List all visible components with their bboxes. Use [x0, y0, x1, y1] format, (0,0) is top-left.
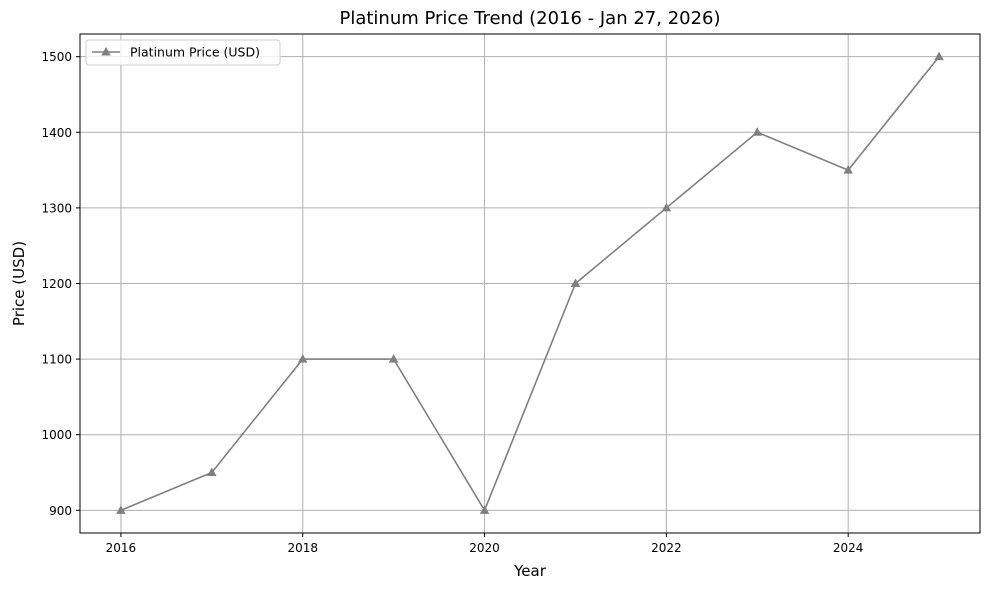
x-tick-label: 2024	[833, 541, 864, 555]
x-tick-label: 2022	[651, 541, 682, 555]
y-tick-label: 1200	[41, 277, 72, 291]
y-tick-label: 1300	[41, 201, 72, 215]
data-point-marker	[752, 127, 763, 136]
y-tick-label: 1100	[41, 353, 72, 367]
chart-title: Platinum Price Trend (2016 - Jan 27, 202…	[339, 8, 720, 29]
data-point-marker	[207, 467, 217, 477]
y-tick-label: 900	[49, 504, 72, 518]
legend-box	[85, 39, 281, 66]
grid-lines	[80, 34, 980, 533]
x-tick-label: 2018	[287, 541, 318, 555]
x-axis-label: Year	[513, 562, 547, 580]
series-layer	[116, 51, 944, 514]
legend-triangle-marker	[101, 47, 111, 56]
y-tick-label: 1000	[41, 428, 72, 442]
y-tick-label: 1400	[41, 126, 72, 140]
x-tick-label: 2020	[469, 541, 500, 555]
data-point-marker	[934, 51, 944, 61]
data-point-marker	[297, 354, 308, 363]
data-point-marker	[116, 505, 126, 514]
series-line	[120, 56, 940, 512]
data-point-marker	[661, 202, 672, 212]
data-point-marker	[843, 165, 853, 174]
data-point-marker	[479, 505, 490, 514]
legend-entry-label: Platinum Price (USD)	[130, 45, 260, 60]
data-point-marker	[388, 354, 399, 363]
data-point-marker	[570, 278, 581, 287]
y-tick-label: 1500	[41, 50, 72, 64]
legend: Platinum Price (USD)	[85, 39, 281, 66]
axis-ticks: 2016 2018 2020 2022 2024 900 1000 1100 1200 1300 1…	[41, 50, 863, 555]
y-axis-label: Price (USD)	[10, 241, 28, 326]
x-tick-label: 2016	[106, 541, 137, 555]
